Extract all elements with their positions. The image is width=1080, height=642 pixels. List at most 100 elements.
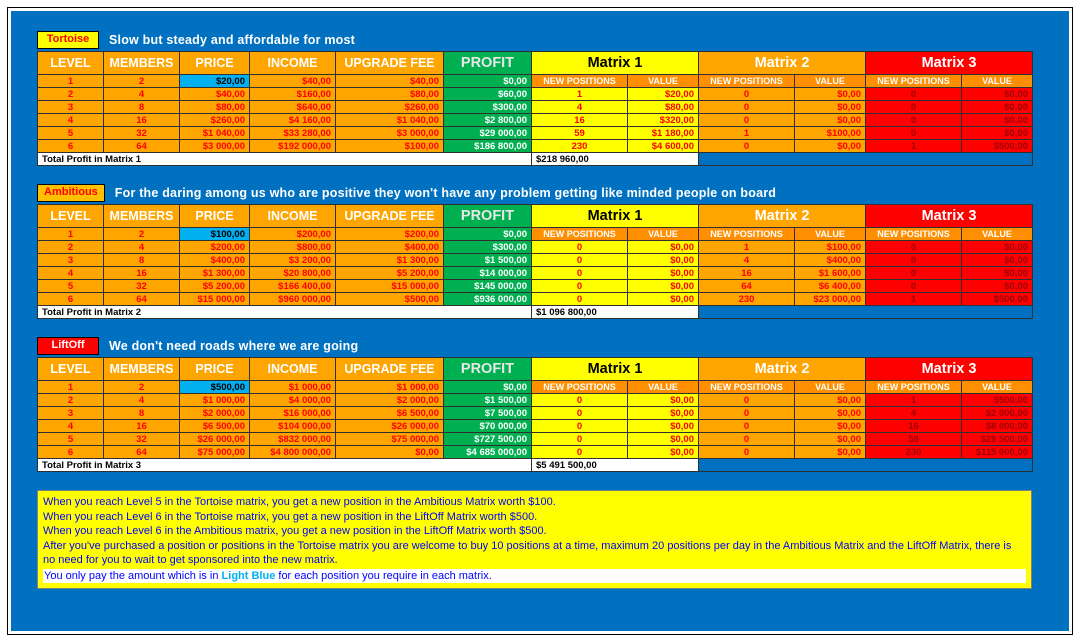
light-blue-emphasis: Light Blue bbox=[221, 569, 276, 582]
cell-matrix3-positions: 0 bbox=[865, 279, 962, 293]
cell-matrix3-positions: 1 bbox=[865, 292, 962, 306]
cell-matrix2-value: $1 600,00 bbox=[794, 266, 866, 280]
header-row: LEVEL MEMBERS PRICE INCOME UPGRADE FEE PROFIT… bbox=[37, 51, 1033, 75]
matrix-2-header: Matrix 2 bbox=[698, 357, 866, 381]
cell-matrix2-positions: 0 bbox=[698, 419, 795, 433]
cell-matrix1-value: $0,00 bbox=[627, 432, 699, 446]
cell-matrix2-value: $100,00 bbox=[794, 126, 866, 140]
cell-members: 32 bbox=[103, 432, 180, 446]
total-row: Total Profit in Matrix 1 $218 960,00 bbox=[37, 152, 1033, 166]
cell-upgrade-fee: $1 040,00 bbox=[335, 113, 444, 127]
cell-income: $192 000,00 bbox=[249, 139, 336, 153]
cell-income: $800,00 bbox=[249, 240, 336, 254]
cell-matrix2-value: $0,00 bbox=[794, 419, 866, 433]
note-line: When you reach Level 5 in the Tortoise m… bbox=[43, 496, 556, 508]
cell-matrix3-positions: 4 bbox=[865, 406, 962, 420]
matrix-1-header: Matrix 1 bbox=[531, 51, 699, 75]
cell-profit: $300,00 bbox=[443, 240, 532, 254]
section-tagline: For the daring among us who are positive… bbox=[114, 185, 777, 200]
cell-members: 2 bbox=[103, 74, 180, 88]
cell-matrix2-positions: 0 bbox=[698, 87, 795, 101]
cell-matrix3-value: $2 000,00 bbox=[961, 406, 1033, 420]
cell-matrix2-positions: 0 bbox=[698, 445, 795, 459]
table-row: 1 2 $20,00 $40,00 $40,00 $0,00 NEW POSITIONS VA… bbox=[37, 74, 1033, 88]
cell-level: 3 bbox=[37, 406, 104, 420]
cell-members: 2 bbox=[103, 227, 180, 241]
cell-members: 64 bbox=[103, 445, 180, 459]
cell-matrix3-value: $500,00 bbox=[961, 139, 1033, 153]
cell-matrix2-value: $0,00 bbox=[794, 87, 866, 101]
cell-matrix3-positions: 0 bbox=[865, 113, 962, 127]
note-line-payment: You only pay the amount which is in Ligh… bbox=[43, 568, 1026, 583]
cell-matrix1-value: $0,00 bbox=[627, 279, 699, 293]
header-row: LEVEL MEMBERS PRICE INCOME UPGRADE FEE PROFIT… bbox=[37, 357, 1033, 381]
section-badge: Ambitious bbox=[37, 183, 105, 202]
cell-members: 16 bbox=[103, 113, 180, 127]
cell-price: $2 000,00 bbox=[179, 406, 250, 420]
cell-matrix3-value: $0,00 bbox=[961, 253, 1033, 267]
cell-price: $1 300,00 bbox=[179, 266, 250, 280]
cell-level: 4 bbox=[37, 266, 104, 280]
cell-level: 3 bbox=[37, 253, 104, 267]
note-line: When you reach Level 6 in the Tortoise m… bbox=[43, 510, 538, 523]
table-row: 1 2 $500,00 $1 000,00 $1 000,00 $0,00 NEW POSI… bbox=[37, 380, 1033, 394]
table-row: 3 8 $80,00 $640,00 $260,00 $300,00 4 $80,00 0 $0,… bbox=[37, 100, 1033, 114]
cell-profit: $0,00 bbox=[443, 74, 532, 88]
section-ambitious: Ambitious For the daring among us who ar… bbox=[37, 183, 1069, 319]
cell-matrix1-value: $1 180,00 bbox=[627, 126, 699, 140]
table-row: 4 16 $260,00 $4 160,00 $1 040,00 $2 800,00 16 $… bbox=[37, 113, 1033, 127]
cell-matrix3-value: $0,00 bbox=[961, 240, 1033, 254]
cell-upgrade-fee: $500,00 bbox=[335, 292, 444, 306]
table-row: 5 32 $5 200,00 $166 400,00 $15 000,00 $145 00… bbox=[37, 279, 1033, 293]
matrix-3-header: Matrix 3 bbox=[865, 204, 1033, 228]
cell-members: 32 bbox=[103, 126, 180, 140]
cell-income: $4 160,00 bbox=[249, 113, 336, 127]
cell-upgrade-fee: $40,00 bbox=[335, 74, 444, 88]
column-header-price: PRICE bbox=[179, 51, 250, 75]
column-header-level: LEVEL bbox=[37, 51, 104, 75]
cell-matrix2-positions: 0 bbox=[698, 139, 795, 153]
column-header-members: MEMBERS bbox=[103, 357, 180, 381]
matrix-1-header: Matrix 1 bbox=[531, 204, 699, 228]
total-label: Total Profit in Matrix 1 bbox=[37, 152, 532, 166]
cell-matrix2-value: $23 000,00 bbox=[794, 292, 866, 306]
column-header-upgrade-fee: UPGRADE FEE bbox=[335, 51, 444, 75]
cell-income: $4 000,00 bbox=[249, 393, 336, 407]
cell-matrix3-positions: 1 bbox=[865, 139, 962, 153]
cell-price: $1 040,00 bbox=[179, 126, 250, 140]
void-cell bbox=[698, 152, 1033, 166]
cell-price: $75 000,00 bbox=[179, 445, 250, 459]
cell-matrix3-value: $115 000,00 bbox=[961, 445, 1033, 459]
cell-matrix2-positions: 0 bbox=[698, 393, 795, 407]
subheader-value: VALUE bbox=[961, 380, 1033, 394]
total-label: Total Profit in Matrix 3 bbox=[37, 458, 532, 472]
plan-table-tortoise: LEVEL MEMBERS PRICE INCOME UPGRADE FEE PROFIT… bbox=[37, 51, 1033, 166]
cell-income: $3 200,00 bbox=[249, 253, 336, 267]
cell-matrix3-value: $0,00 bbox=[961, 100, 1033, 114]
cell-upgrade-fee: $5 200,00 bbox=[335, 266, 444, 280]
cell-matrix1-positions: 0 bbox=[531, 279, 628, 293]
column-header-price: PRICE bbox=[179, 357, 250, 381]
main-panel: Tortoise Slow but steady and affordable … bbox=[11, 11, 1069, 631]
table-row: 4 16 $6 500,00 $104 000,00 $26 000,00 $70 000… bbox=[37, 419, 1033, 433]
cell-matrix1-positions: 0 bbox=[531, 393, 628, 407]
column-header-members: MEMBERS bbox=[103, 204, 180, 228]
cell-matrix3-positions: 1 bbox=[865, 393, 962, 407]
cell-price: $26 000,00 bbox=[179, 432, 250, 446]
cell-matrix1-positions: 0 bbox=[531, 266, 628, 280]
column-header-profit: PROFIT bbox=[443, 357, 532, 381]
cell-profit: $145 000,00 bbox=[443, 279, 532, 293]
cell-price: $6 500,00 bbox=[179, 419, 250, 433]
cell-income: $104 000,00 bbox=[249, 419, 336, 433]
subheader-value: VALUE bbox=[961, 227, 1033, 241]
cell-level: 5 bbox=[37, 432, 104, 446]
cell-members: 4 bbox=[103, 240, 180, 254]
cell-profit: $1 500,00 bbox=[443, 253, 532, 267]
cell-price: $500,00 bbox=[179, 380, 250, 394]
cell-matrix2-value: $400,00 bbox=[794, 253, 866, 267]
cell-level: 3 bbox=[37, 100, 104, 114]
total-row: Total Profit in Matrix 3 $5 491 500,00 bbox=[37, 458, 1033, 472]
cell-matrix2-value: $0,00 bbox=[794, 445, 866, 459]
cell-level: 6 bbox=[37, 445, 104, 459]
subheader-new-positions: NEW POSITIONS bbox=[865, 74, 962, 88]
